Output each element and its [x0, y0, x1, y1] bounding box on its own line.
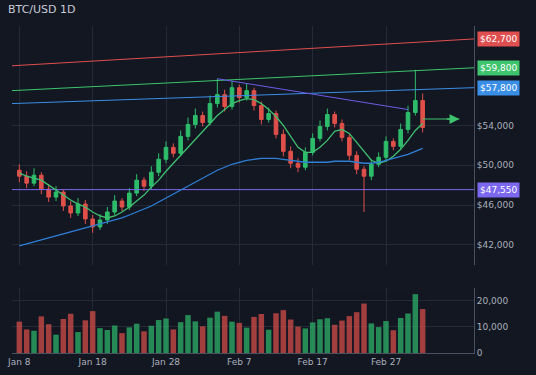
svg-text:Feb 7: Feb 7: [227, 357, 252, 367]
svg-text:$59,800: $59,800: [480, 63, 517, 73]
svg-text:$47,550: $47,550: [480, 185, 517, 195]
svg-text:Jan 28: Jan 28: [151, 357, 180, 367]
svg-text:Feb 27: Feb 27: [371, 357, 401, 367]
svg-text:BTC/USD 1D: BTC/USD 1D: [8, 3, 75, 16]
svg-text:0: 0: [477, 348, 483, 358]
svg-text:$42,000: $42,000: [477, 240, 514, 250]
svg-text:$46,000: $46,000: [477, 200, 514, 210]
svg-text:$50,000: $50,000: [477, 160, 514, 170]
svg-text:Jan 8: Jan 8: [7, 357, 31, 367]
svg-text:Feb 17: Feb 17: [298, 357, 328, 367]
svg-text:$62,700: $62,700: [480, 34, 517, 44]
svg-text:$57,800: $57,800: [480, 83, 517, 93]
svg-text:10,000: 10,000: [477, 322, 509, 332]
svg-text:Jan 18: Jan 18: [78, 357, 107, 367]
svg-text:$54,000: $54,000: [477, 121, 514, 131]
svg-text:20,000: 20,000: [477, 296, 509, 306]
